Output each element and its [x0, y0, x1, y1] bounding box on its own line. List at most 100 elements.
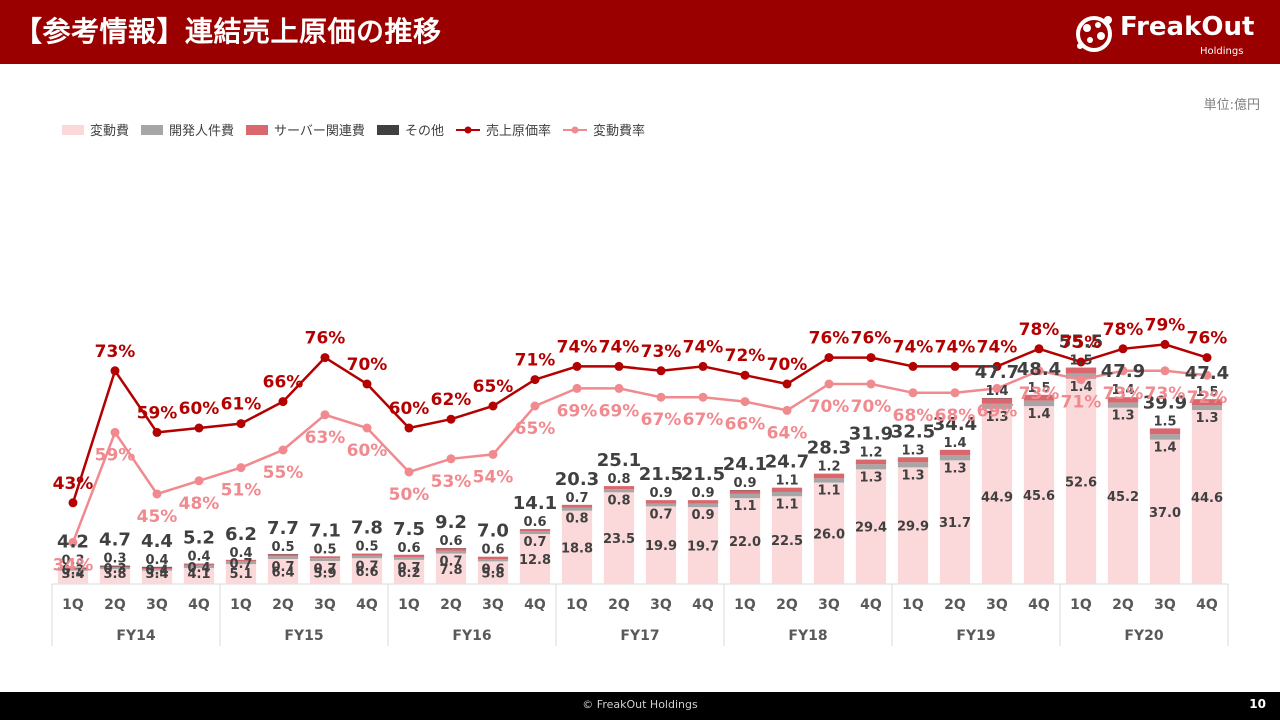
variable-rate-label: 67%	[683, 410, 724, 430]
chart-legend: 変動費 開発人件費 サーバー関連費 その他 売上原価率 変動費率	[62, 123, 645, 139]
tick-label: 3Q	[314, 597, 336, 613]
cogs-rate-point	[110, 366, 120, 376]
group-label: FY19	[956, 628, 995, 644]
dev-cost-label: 0.4	[145, 564, 168, 579]
bar-segment	[351, 553, 383, 556]
server-cost-label: 0.8	[607, 472, 630, 487]
variable-cost-label: 6.2	[397, 566, 420, 581]
legend-label-0: 変動費	[90, 123, 129, 139]
tick-label: 3Q	[818, 597, 840, 613]
bar-segment	[939, 455, 971, 461]
bar-segment	[309, 560, 341, 584]
dev-cost-label: 1.1	[733, 499, 756, 514]
variable-rate-point	[152, 489, 162, 499]
variable-rate-point	[446, 454, 456, 464]
cogs-rate-label: 74%	[893, 337, 934, 357]
cogs-rate-label: 65%	[473, 377, 514, 397]
bar-segment	[603, 486, 635, 490]
dev-cost-label: 0.7	[439, 555, 462, 570]
bar-segment	[435, 553, 467, 584]
bar-segment	[99, 567, 131, 570]
variable-rate-label: 48%	[179, 494, 220, 514]
server-cost-label: 0.5	[271, 540, 294, 555]
bar-segment	[687, 507, 719, 584]
variable-rate-label: 67%	[641, 410, 682, 430]
total-label: 4.2	[57, 532, 89, 553]
variable-cost-label: 29.4	[855, 521, 887, 536]
bar-segment	[393, 557, 425, 560]
cogs-rate-label: 78%	[1103, 320, 1144, 340]
bar-segment	[1107, 402, 1139, 408]
tick-label: 4Q	[692, 597, 714, 613]
server-cost-label: 0.9	[691, 486, 714, 501]
variable-rate-label: 64%	[767, 423, 808, 443]
total-label: 28.3	[807, 438, 851, 459]
dev-cost-label: 0.7	[397, 561, 420, 576]
cogs-rate-point	[1034, 344, 1044, 354]
bar-segment	[897, 467, 929, 584]
bar-segment	[855, 464, 887, 470]
bar-segment	[351, 555, 383, 559]
cogs-rate-point	[992, 361, 1002, 371]
cogs-rate-label: 78%	[1019, 320, 1060, 340]
stacked-bars	[57, 367, 1223, 584]
server-cost-label: 1.5	[1153, 414, 1176, 429]
bar-segment	[645, 503, 677, 507]
bar-segment	[813, 482, 845, 584]
variable-rate-point	[908, 388, 918, 398]
total-label: 5.2	[183, 528, 215, 549]
variable-cost-label: 22.5	[771, 534, 803, 549]
variable-cost-label: 29.9	[897, 520, 929, 535]
total-label: 7.8	[351, 518, 383, 539]
total-label: 39.9	[1143, 392, 1187, 413]
variable-rate-point	[236, 463, 246, 473]
group-label: FY20	[1124, 628, 1163, 644]
bar-segment	[1191, 404, 1223, 411]
bar-segment	[1149, 428, 1181, 435]
total-label: 24.7	[765, 452, 809, 473]
cogs-rate-label: 79%	[1145, 315, 1186, 335]
variable-rate-label: 65%	[515, 419, 556, 439]
server-cost-label: 1.2	[817, 460, 840, 475]
cogs-rate-point	[488, 401, 498, 411]
variable-rate-label: 73%	[1019, 384, 1060, 404]
cogs-rate-label: 76%	[851, 329, 892, 349]
server-cost-label: 0.4	[145, 553, 168, 568]
total-label: 4.4	[141, 531, 173, 552]
server-cost-label: 1.5	[1195, 385, 1218, 400]
variable-rate-label: 68%	[893, 406, 934, 426]
cogs-rate-label: 60%	[179, 399, 220, 419]
total-label: 47.7	[975, 362, 1019, 383]
variable-cost-label: 4.1	[187, 567, 210, 582]
variable-cost-label: 18.8	[561, 541, 593, 556]
variable-rate-label: 68%	[935, 406, 976, 426]
dev-cost-label: 1.3	[859, 470, 882, 485]
variable-rate-point	[194, 476, 204, 486]
tick-label: 3Q	[650, 597, 672, 613]
page-title: 【参考情報】連結売上原価の推移	[14, 15, 442, 48]
tick-label: 1Q	[398, 597, 420, 613]
bar-segment	[1023, 394, 1055, 401]
cogs-rate-label: 73%	[95, 342, 136, 362]
legend-label-3: その他	[405, 124, 444, 139]
cogs-rate-label: 71%	[515, 351, 556, 371]
total-label: 21.5	[681, 464, 725, 485]
cogs-rate-point	[698, 361, 708, 371]
variable-rate-label: 66%	[725, 415, 766, 435]
dev-cost-label: 0.7	[229, 557, 252, 572]
dev-cost-label: 1.3	[1111, 409, 1134, 424]
variable-cost-label: 12.8	[519, 553, 551, 568]
variable-rate-point	[320, 410, 330, 420]
cogs-rate-point	[866, 353, 876, 363]
bar-segment	[1065, 378, 1097, 584]
total-label: 9.2	[435, 512, 467, 533]
tick-label: 3Q	[1154, 597, 1176, 613]
bar-segment	[855, 469, 887, 584]
dev-cost-label: 1.1	[817, 484, 840, 499]
variable-cost-label: 3.8	[103, 567, 126, 582]
cogs-rate-label: 70%	[767, 355, 808, 375]
bar-segment	[855, 459, 887, 465]
tick-label: 4Q	[188, 597, 210, 613]
legend-swatch-3	[377, 125, 399, 135]
bar-segment	[393, 554, 425, 558]
